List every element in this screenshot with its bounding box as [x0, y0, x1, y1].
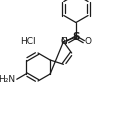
Text: HCl: HCl: [20, 37, 36, 45]
Text: O: O: [60, 37, 67, 46]
Text: O: O: [85, 37, 92, 46]
Text: H₂N: H₂N: [0, 75, 15, 84]
Text: N: N: [61, 37, 67, 46]
Text: S: S: [72, 32, 80, 42]
